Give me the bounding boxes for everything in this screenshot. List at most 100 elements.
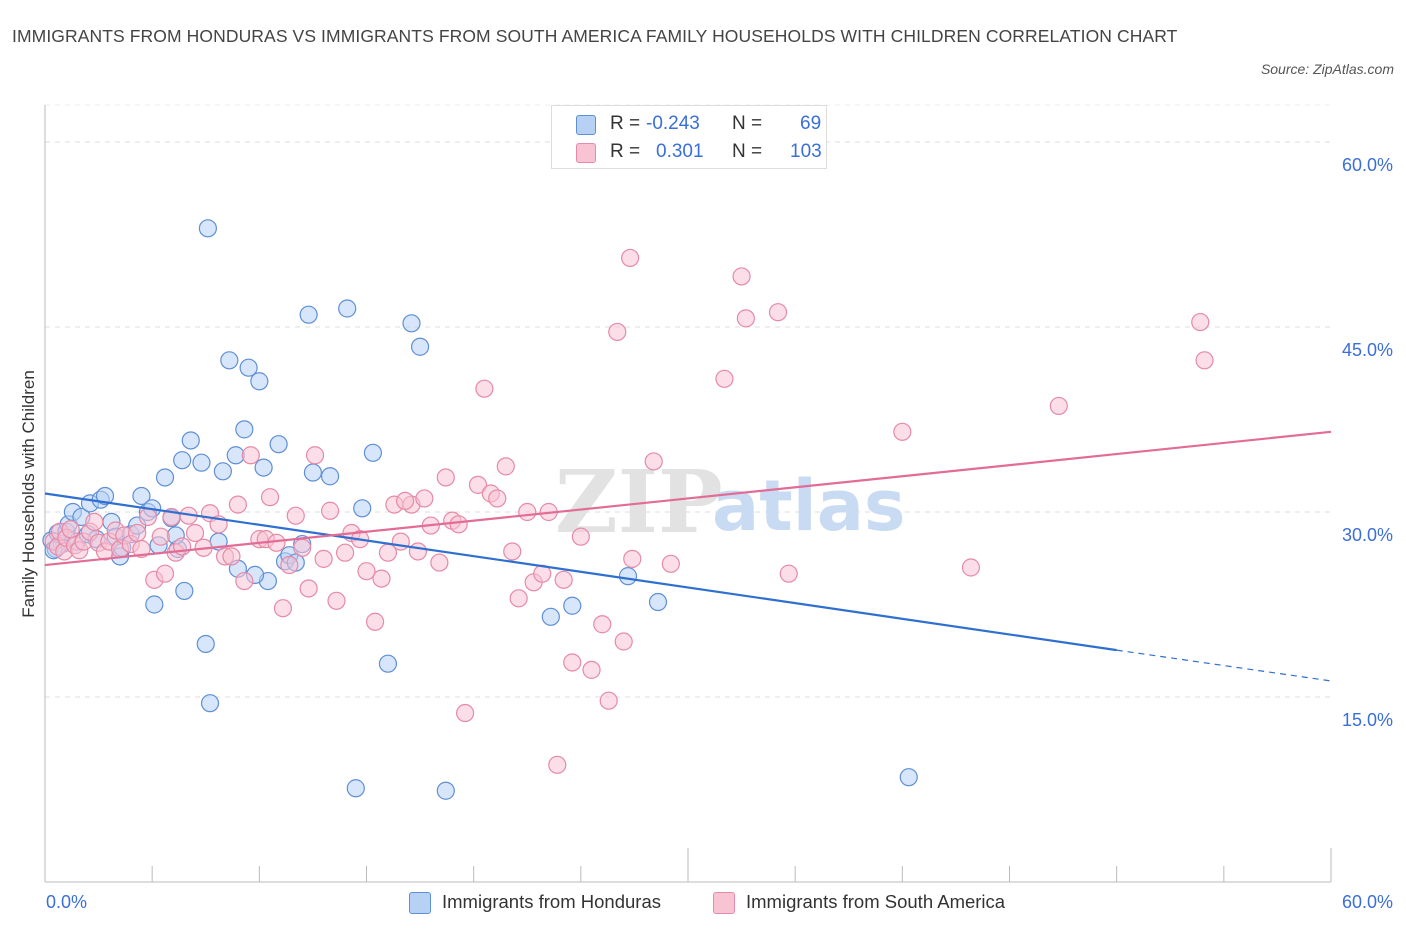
south-america-point [593,615,612,634]
south-america-point [132,539,151,559]
south-america-point [621,248,640,268]
south-america-point [395,491,415,510]
labels-layer: Family Households with Children 60.0% 45.… [19,155,1393,912]
legend-n-label: N = [732,113,763,134]
south-america-point [623,549,642,568]
south-america-point [408,542,428,561]
south-america-point [661,554,680,573]
south-america-point [736,309,755,328]
honduras-point [200,694,220,713]
honduras-point [155,468,175,487]
honduras-point [402,314,421,333]
honduras-point [213,462,232,481]
south-america-point [185,523,205,543]
y-axis-title: Family Households with Children [19,370,38,618]
south-america-point [644,452,663,471]
south-america-point [61,520,80,539]
south-america-point [85,512,104,531]
south-america-point [151,527,170,546]
legend-n-value: 103 [790,141,822,162]
honduras-point [541,607,560,626]
honduras-point [220,351,239,370]
trend-layer [44,430,1332,682]
honduras-point [145,595,164,614]
honduras-point [303,463,323,482]
honduras-point [250,372,269,391]
honduras-point [618,567,638,586]
south-america-point [582,660,601,679]
legend-r-value: -0.243 [646,113,700,134]
honduras-point [173,451,192,470]
south-america-point [320,501,340,520]
south-america-point [436,468,455,487]
south-america-point [357,562,376,581]
south-america-point [768,303,788,322]
south-america-point [496,457,515,476]
honduras-point [299,305,318,324]
honduras-point [648,592,668,612]
south-america-trend-line [44,430,1332,567]
south-america-point [455,703,475,723]
honduras-point [254,458,273,477]
south-america-point [241,446,260,465]
south-america-point [128,523,147,543]
honduras-point [95,486,115,506]
legend-n-value: 69 [800,113,822,134]
honduras-point [346,779,365,798]
south-america-point [327,591,346,610]
honduras-point [196,634,215,654]
bottom-legend-swatch-pink [713,892,735,914]
south-america-point [305,446,325,465]
south-america-point [475,379,494,398]
bottom-legend-label: Immigrants from South America [746,891,1006,912]
south-america-point [449,515,468,534]
honduras-point [175,581,194,601]
south-america-point [222,547,241,566]
honduras-point [269,435,288,454]
honduras-point [320,467,340,486]
south-america-point [779,564,798,583]
honduras-point [198,219,217,238]
honduras-point [353,499,372,518]
honduras-point [192,453,211,472]
south-america-point [286,506,305,525]
honduras-trend-line-extension [1116,649,1332,682]
y-tick-label: 45.0% [1342,340,1393,360]
south-america-point [260,488,280,507]
legend-r-label: R = [610,113,641,134]
south-america-point [430,553,449,572]
honduras-point [363,443,383,462]
south-america-point [599,691,618,710]
honduras-trend-line [44,492,1117,652]
south-america-point [488,489,507,508]
honduras-point [410,337,430,356]
south-america-point [299,579,318,598]
y-tick-label: 30.0% [1342,525,1393,545]
south-america-point [314,549,333,568]
south-america-point [518,502,537,522]
legend-swatch-blue [576,115,596,135]
honduras-point [181,431,200,450]
y-tick-label: 15.0% [1342,710,1393,730]
source-label: Source: ZipAtlas.com [1260,61,1394,77]
watermark: ZIP atlas [555,452,906,553]
y-tick-label: 60.0% [1342,155,1393,175]
bottom-legend-swatch-blue [409,892,431,914]
honduras-point [338,299,357,318]
x-tick-label: 60.0% [1342,892,1393,912]
honduras-point [132,486,151,506]
south-america-point [614,632,633,651]
south-america-point [608,322,627,342]
south-america-point [503,542,522,561]
honduras-point [235,420,254,439]
south-america-point [563,653,582,672]
south-america-point [138,507,157,527]
legend-n-label: N = [732,141,763,162]
south-america-point [468,475,488,494]
watermark-atlas: atlas [712,465,906,547]
legend-r-label: R = [610,141,641,162]
south-america-point [335,543,355,562]
south-america-point [554,570,573,589]
legend-r-value: 0.301 [656,141,704,162]
